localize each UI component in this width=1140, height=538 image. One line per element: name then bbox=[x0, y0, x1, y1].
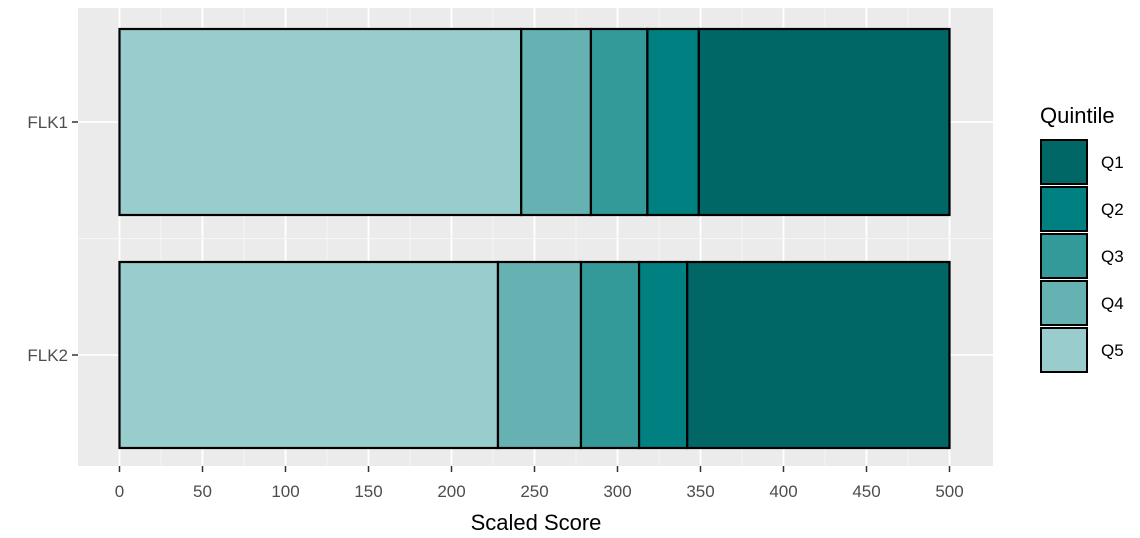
legend-label-q4: Q4 bbox=[1101, 294, 1124, 313]
legend-title: Quintile bbox=[1040, 103, 1115, 128]
bar-segment-flk1-q2 bbox=[646, 27, 700, 217]
legend-swatch-q4 bbox=[1040, 280, 1088, 326]
x-tick-label: 500 bbox=[935, 482, 963, 501]
x-tick-label: 350 bbox=[686, 482, 714, 501]
bar-segment-flk1-q4 bbox=[520, 27, 593, 217]
x-tick-label: 150 bbox=[354, 482, 382, 501]
bar-segment-flk1-q5 bbox=[118, 27, 523, 217]
legend-label-q3: Q3 bbox=[1101, 247, 1124, 266]
legend-label-q1: Q1 bbox=[1101, 153, 1124, 172]
bar-segment-flk1-q3 bbox=[589, 27, 649, 217]
y-tick-label-flk2: FLK2 bbox=[27, 346, 68, 365]
x-tick-label: 100 bbox=[271, 482, 299, 501]
x-tick-label: 200 bbox=[437, 482, 465, 501]
legend-swatch-q1 bbox=[1040, 139, 1088, 185]
y-axis: FLK1 FLK2 bbox=[27, 113, 78, 365]
legend-swatch-q2 bbox=[1040, 186, 1088, 232]
bar-segment-flk2-q1 bbox=[686, 260, 951, 450]
legend-swatch-q5 bbox=[1040, 327, 1088, 373]
x-tick-label: 300 bbox=[603, 482, 631, 501]
x-axis-title: Scaled Score bbox=[471, 510, 602, 535]
x-axis: 0 50 100 150 200 250 300 350 400 450 500 bbox=[115, 466, 964, 501]
legend-label-q2: Q2 bbox=[1101, 200, 1124, 219]
x-tick-label: 400 bbox=[769, 482, 797, 501]
bar-segment-flk2-q3 bbox=[579, 260, 641, 450]
x-tick-label: 250 bbox=[520, 482, 548, 501]
bars-group bbox=[118, 27, 951, 450]
y-tick-label-flk1: FLK1 bbox=[27, 113, 68, 132]
x-tick-label: 450 bbox=[852, 482, 880, 501]
x-tick-label: 50 bbox=[193, 482, 212, 501]
x-tick-label: 0 bbox=[115, 482, 124, 501]
legend-swatch-q3 bbox=[1040, 233, 1088, 279]
legend: Quintile Q1 Q2 Q3 Q4 Q5 bbox=[1040, 103, 1124, 373]
bar-segment-flk2-q2 bbox=[637, 260, 689, 450]
bar-segment-flk1-q1 bbox=[697, 27, 951, 217]
bar-segment-flk2-q5 bbox=[118, 260, 500, 450]
bar-segment-flk2-q4 bbox=[496, 260, 583, 450]
legend-label-q5: Q5 bbox=[1101, 341, 1124, 360]
